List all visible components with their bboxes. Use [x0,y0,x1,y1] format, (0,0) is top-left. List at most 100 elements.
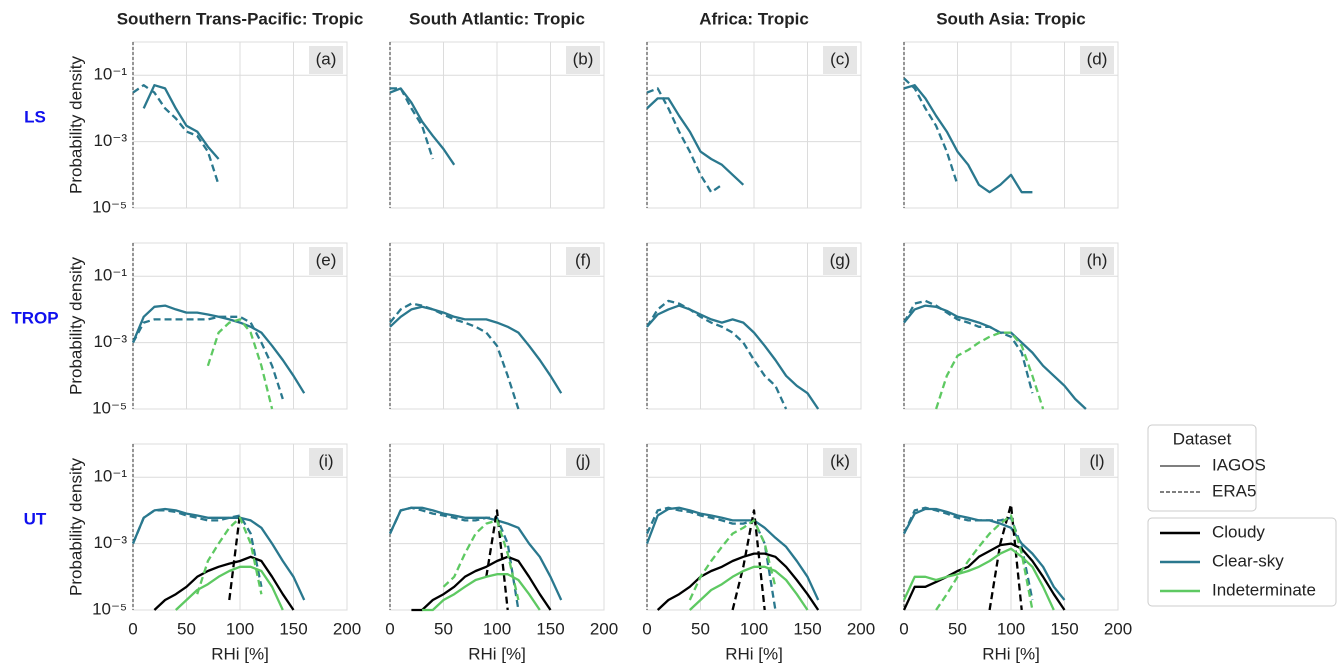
panel-label-box [823,46,857,74]
series-line [153,555,295,611]
panel-label: (g) [830,250,851,269]
y-tick-label: 10⁻¹ [93,467,127,486]
x-tick-label: 50 [948,619,967,638]
series-line [903,84,1033,194]
x-tick-label: 50 [177,619,196,638]
series-line [646,299,788,410]
series-line [902,542,1066,611]
x-tick-label: 100 [226,619,254,638]
panel-label: (a) [316,49,337,68]
x-tick-label: 0 [899,619,908,638]
legend-label: IAGOS [1212,455,1266,474]
y-tick-label: 10⁻³ [93,332,127,351]
series-line [389,302,520,410]
x-axis-label: RHi [%] [982,644,1040,663]
panel-label-box [566,448,600,476]
legend-box [1147,424,1257,512]
panel-label-box [1080,448,1114,476]
row-label: LS [24,107,46,126]
series-line [142,84,220,160]
panel-label-box [566,46,600,74]
panel-label: (c) [830,49,850,68]
x-axis-label: RHi [%] [211,644,269,663]
y-tick-label: 10⁻⁵ [92,599,127,618]
series-line [442,519,520,601]
series-line [646,304,820,410]
series-line [903,77,959,186]
y-axis-label: Probability density [66,257,85,395]
panel-label: (b) [573,49,594,68]
legend-title: Dataset [1173,429,1232,448]
legend-label: Cloudy [1212,522,1265,541]
series-line [988,503,1023,611]
series-line [132,84,220,186]
panel-label: (d) [1087,49,1108,68]
series-line [645,506,820,601]
panel-label-box [1080,46,1114,74]
x-tick-label: 150 [1050,619,1078,638]
x-tick-label: 50 [434,619,453,638]
x-tick-label: 0 [642,619,651,638]
panel-label: (j) [575,451,590,470]
series-line [656,552,820,611]
panel-label-box [309,46,343,74]
x-tick-label: 50 [691,619,710,638]
series-line [902,299,1034,394]
y-tick-label: 10⁻³ [93,533,127,552]
series-line [411,555,552,612]
y-tick-label: 10⁻⁵ [92,398,127,417]
series-line [390,87,434,160]
y-tick-label: 10⁻¹ [93,65,127,84]
x-tick-label: 0 [385,619,394,638]
column-title: South Asia: Tropic [936,9,1086,28]
panel-label-box [309,247,343,275]
series-line [689,565,809,611]
series-line [485,509,509,611]
x-tick-label: 200 [1104,619,1132,638]
y-tick-label: 10⁻³ [93,131,127,150]
x-tick-label: 100 [483,619,511,638]
panel-label-box [823,448,857,476]
panel-label: (k) [830,451,850,470]
legend-label: ERA5 [1212,481,1256,500]
x-tick-label: 100 [740,619,768,638]
x-axis-label: RHi [%] [468,644,526,663]
y-axis-label: Probability density [66,458,85,596]
column-title: Southern Trans-Pacific: Tropic [117,9,364,28]
row-label: UT [24,509,47,528]
y-tick-label: 10⁻¹ [93,266,127,285]
x-tick-label: 100 [997,619,1025,638]
series-line [902,547,1055,611]
series-line [389,87,456,166]
panel-label-box [823,247,857,275]
series-line [646,87,723,194]
x-tick-label: 200 [590,619,618,638]
x-tick-label: 150 [793,619,821,638]
panel-label: (l) [1089,451,1104,470]
y-axis-label: Probability density [66,56,85,194]
series-line [388,506,563,601]
series-line [196,516,263,595]
series-line [131,304,306,394]
series-line [389,305,563,394]
series-line [688,519,777,601]
series-line [228,513,242,601]
panel-label: (f) [575,250,591,269]
x-axis-label: RHi [%] [725,644,783,663]
panel-label-box [309,448,343,476]
series-line [903,304,1087,410]
y-tick-label: 10⁻⁵ [92,197,127,216]
series-line [175,565,284,611]
x-tick-label: 150 [536,619,564,638]
legend-label: Clear-sky [1212,551,1284,570]
x-tick-label: 200 [333,619,361,638]
row-label: TROP [11,308,58,327]
column-title: Africa: Tropic [699,9,809,28]
panel-label: (i) [318,451,333,470]
panel-label: (e) [316,250,337,269]
x-tick-label: 0 [128,619,137,638]
series-line [422,573,541,612]
panel-label: (h) [1087,250,1108,269]
series-line [206,318,274,410]
